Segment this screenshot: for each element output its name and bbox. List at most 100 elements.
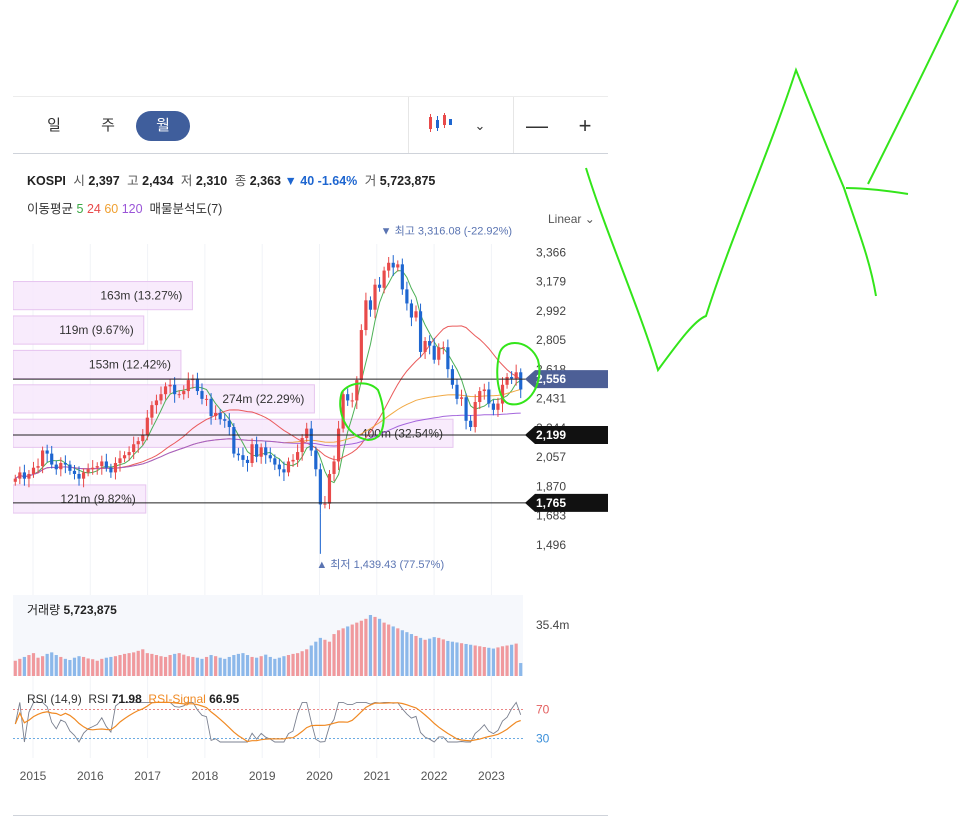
volume-bar bbox=[91, 659, 95, 676]
x-tick-label: 2015 bbox=[20, 769, 47, 783]
volume-bar bbox=[478, 646, 482, 676]
toolbar-divider bbox=[513, 97, 514, 153]
volume-bar bbox=[350, 624, 354, 676]
volume-bar bbox=[418, 637, 423, 676]
volume-bar bbox=[86, 658, 90, 676]
volume-bar bbox=[227, 656, 231, 676]
candle-body bbox=[364, 300, 368, 331]
volume-profile-bar bbox=[13, 315, 145, 345]
chart-panel: 일 주 월 ⌄ — + KOSPI 시 2,397 고 2,434 저 2,31… bbox=[13, 70, 608, 816]
volume-bar bbox=[364, 618, 368, 676]
volume-bar bbox=[13, 660, 17, 676]
volume-bar bbox=[323, 639, 327, 676]
candle-body bbox=[478, 391, 482, 402]
volume-bar bbox=[41, 656, 45, 676]
volume-bar bbox=[245, 655, 250, 676]
candle-body bbox=[327, 473, 332, 504]
candle-body bbox=[132, 444, 136, 453]
candle-body bbox=[396, 264, 400, 268]
y-tick-label: 2,431 bbox=[536, 392, 566, 406]
candle-body bbox=[63, 463, 67, 465]
period-day-tab[interactable]: 일 bbox=[47, 117, 61, 134]
candle-body bbox=[455, 384, 459, 399]
chevron-down-icon[interactable]: ⌄ bbox=[474, 118, 486, 133]
volume-bar bbox=[77, 656, 81, 676]
period-week-tab[interactable]: 주 bbox=[101, 117, 115, 134]
price-level-tag bbox=[525, 493, 608, 512]
volume-bar bbox=[27, 655, 31, 676]
volume-bar bbox=[200, 658, 204, 676]
volume-bar bbox=[296, 653, 300, 676]
volume-bar bbox=[441, 639, 445, 676]
candlestick-icon[interactable] bbox=[425, 111, 455, 141]
candle-body bbox=[473, 402, 477, 428]
price-chart[interactable]: 2015 2016 2017 2018 2019 2020 2021 2022 2023 3,36… bbox=[13, 70, 608, 816]
volume-panel-label: 거래량 5,723,875 bbox=[27, 601, 117, 618]
moving-average-legend[interactable]: 이동평균 5 24 60 120 매물분석도(7) bbox=[27, 198, 222, 217]
change-value: ▼ 40 -1.64% bbox=[284, 174, 358, 188]
candle-body bbox=[336, 428, 341, 462]
rsi-panel-label: RSI (14,9) RSI 71.98 RSI-Signal 66.95 bbox=[27, 692, 239, 706]
volume-bar bbox=[473, 645, 477, 676]
period-month-tab[interactable]: 월 bbox=[136, 111, 190, 141]
min-price-annotation: ▲ 최저 1,439.43 (77.57%) bbox=[316, 558, 444, 571]
volume-bar bbox=[432, 637, 436, 676]
close-label: 종 bbox=[234, 174, 247, 188]
candle-body bbox=[350, 400, 354, 402]
candle-body bbox=[277, 464, 281, 470]
volume-profile-label: 119m (9.67%) bbox=[59, 323, 133, 337]
hand-drawn-stroke bbox=[845, 187, 909, 195]
volume-bar bbox=[487, 647, 491, 676]
volume-bar bbox=[305, 649, 309, 676]
x-tick-label: 2020 bbox=[306, 769, 333, 783]
rsi-name: RSI bbox=[88, 692, 109, 706]
candle-body bbox=[31, 467, 36, 474]
ma-5-line bbox=[15, 270, 521, 484]
candle-body bbox=[41, 450, 45, 467]
rsi-signal-name: RSI-Signal bbox=[148, 692, 206, 706]
volume-bar bbox=[163, 656, 168, 676]
rsi-signal-line bbox=[14, 701, 521, 743]
candle-body bbox=[469, 420, 473, 428]
volume-bar bbox=[510, 644, 514, 676]
zoom-out-button[interactable]: — bbox=[526, 113, 548, 138]
candle-body bbox=[514, 372, 518, 379]
hand-drawn-stroke bbox=[867, 0, 959, 185]
price-level-tag bbox=[525, 370, 608, 389]
volume-bar bbox=[22, 656, 26, 676]
candle-body bbox=[81, 472, 86, 479]
candle-body bbox=[423, 340, 427, 352]
high-label: 고 bbox=[127, 174, 139, 188]
rsi-level-label: 70 bbox=[536, 703, 550, 717]
volume-bar bbox=[31, 653, 36, 676]
volume-bar bbox=[100, 658, 104, 676]
rsi-value: 71.98 bbox=[111, 692, 142, 706]
volume-panel-value: 5,723,875 bbox=[63, 603, 117, 617]
candle-body bbox=[255, 444, 259, 457]
volume-bar bbox=[505, 645, 509, 676]
y-tick-label: 2,057 bbox=[536, 450, 566, 464]
rsi-line bbox=[14, 701, 522, 743]
x-tick-label: 2018 bbox=[192, 769, 219, 783]
volume-bar bbox=[286, 655, 291, 676]
volume-label: 거 bbox=[364, 174, 377, 188]
candle-body bbox=[150, 405, 154, 418]
volume-tick-label: 35.4m bbox=[536, 618, 569, 632]
volume-bar bbox=[300, 651, 304, 676]
volume-bar bbox=[182, 654, 186, 676]
candle-body bbox=[177, 394, 181, 396]
candle-body bbox=[95, 466, 99, 468]
panel-bottom-border bbox=[13, 815, 608, 816]
candle-body bbox=[159, 394, 163, 401]
candle-body bbox=[414, 311, 418, 318]
volume-bar bbox=[209, 655, 213, 676]
candle-body bbox=[318, 469, 322, 505]
volume-bar bbox=[54, 655, 58, 676]
ma-120-line bbox=[15, 412, 521, 480]
volume-bar bbox=[282, 656, 286, 676]
volume-bar bbox=[63, 658, 67, 676]
x-tick-label: 2016 bbox=[77, 769, 104, 783]
hand-drawn-arrow bbox=[585, 67, 877, 373]
volume-bar bbox=[81, 656, 86, 676]
volume-bar bbox=[232, 655, 236, 676]
